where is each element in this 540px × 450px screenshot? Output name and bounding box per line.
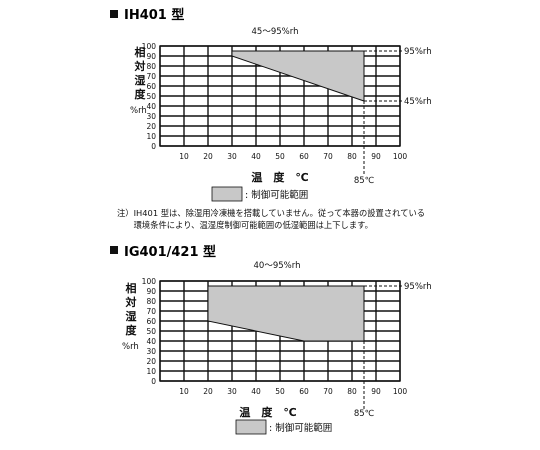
y-tick-label: 10 (146, 367, 156, 376)
y-axis-label-char: 湿 (135, 73, 146, 87)
legend-label: : 制御可能範囲 (245, 189, 308, 201)
annotation-label: 95%rh (404, 47, 432, 57)
section-marker-icon (110, 246, 118, 254)
y-tick-label: 70 (146, 307, 156, 316)
x-tick-label: 80 (347, 152, 357, 161)
chart-title: IG401/421 型 (124, 244, 216, 260)
y-tick-label: 80 (146, 297, 156, 306)
region-polygon (207, 285, 365, 342)
legend-swatch (235, 419, 267, 435)
annotation-label: 95%rh (404, 282, 432, 292)
y-tick-label: 30 (146, 347, 156, 356)
x-tick-label: 100 (393, 152, 408, 161)
y-tick-label: 40 (146, 337, 156, 346)
y-axis-label-char: 対 (134, 59, 146, 73)
y-tick-label: 40 (146, 102, 156, 111)
y-tick-label: 100 (142, 277, 157, 286)
section-marker-icon (110, 10, 118, 18)
range-label: 45～95%rh (252, 27, 299, 37)
annotations: 95%rh 45%rh (363, 47, 432, 174)
y-axis-label-char: 相 (135, 45, 146, 59)
x-tick-label: 70 (323, 152, 333, 161)
x-tick-label: 90 (371, 152, 381, 161)
y-axis-label-char: 度 (126, 323, 138, 337)
x-tick-label: 40 (251, 152, 261, 161)
x-tick-label: 50 (275, 152, 285, 161)
x-tick-labels: 10 20 30 40 50 60 70 80 90 100 (179, 152, 407, 161)
x-tick-label: 10 (179, 152, 189, 161)
y-axis-label: 相対湿度 (125, 281, 138, 337)
plot-border (159, 280, 401, 382)
x-tick-label: 60 (299, 152, 309, 161)
plot-border (159, 45, 401, 147)
y-tick-label: 0 (151, 142, 156, 151)
range-label: 40～95%rh (254, 261, 301, 271)
y-axis-label-char: 対 (125, 295, 137, 309)
y-tick-label: 90 (146, 287, 156, 296)
x-tick-label: 30 (227, 152, 237, 161)
y-tick-label: 30 (146, 112, 156, 121)
y-tick-label: 0 (151, 377, 156, 386)
y-tick-label: 60 (146, 82, 156, 91)
y-tick-label: 20 (146, 122, 156, 131)
y-tick-label: 10 (146, 132, 156, 141)
vline-label: 85℃ (354, 409, 375, 419)
y-axis-label-char: 相 (126, 281, 137, 295)
y-tick-label: 70 (146, 72, 156, 81)
y-tick-label: 90 (146, 52, 156, 61)
annotations: 95%rh (363, 282, 432, 409)
legend-label: : 制御可能範囲 (269, 422, 332, 434)
x-tick-label: 90 (371, 387, 381, 396)
y-tick-label: 50 (146, 92, 156, 101)
y-tick-label: 50 (146, 327, 156, 336)
x-tick-label: 80 (347, 387, 357, 396)
y-axis-label-char: 湿 (126, 309, 137, 323)
y-axis-unit: %rh (130, 106, 147, 116)
y-tick-label: 80 (146, 62, 156, 71)
x-tick-label: 60 (299, 387, 309, 396)
chart-title: IH401 型 (124, 7, 184, 23)
x-axis-label: 温 度 ℃ (251, 170, 308, 184)
chart-ig401-421: IG401/421 型 40～95%rh 10 20 30 40 50 60 70 80 90 1… (110, 244, 432, 435)
x-tick-label: 20 (203, 152, 213, 161)
x-tick-label: 30 (227, 387, 237, 396)
note-line-2: 環境条件により、温湿度制御可能範囲の低湿範囲は上下します。 (117, 220, 373, 230)
x-tick-label: 20 (203, 387, 213, 396)
y-tick-label: 60 (146, 317, 156, 326)
plot-frame (159, 45, 401, 147)
y-axis-label-char: 度 (135, 87, 147, 101)
control-region (207, 285, 365, 342)
x-tick-label: 100 (393, 387, 408, 396)
x-axis-label: 温 度 ℃ (239, 405, 296, 419)
x-tick-label: 40 (251, 387, 261, 396)
chart-ih401: IH401 型 45～95%rh 10 20 30 40 50 60 70 80 90 100 0… (110, 7, 432, 230)
annotation-label: 45%rh (404, 97, 432, 107)
y-tick-label: 100 (142, 42, 157, 51)
y-axis-unit: %rh (122, 342, 139, 352)
plot-frame (159, 280, 401, 382)
note-line-1: 注）IH401 型は、除湿用冷凍機を搭載していません。従って本器の設置されている (117, 208, 425, 218)
vline-label: 85℃ (354, 176, 375, 186)
x-tick-label: 10 (179, 387, 189, 396)
x-tick-labels: 10 20 30 40 50 60 70 80 90 100 (179, 387, 407, 396)
y-axis-label: 相対湿度 (134, 45, 147, 101)
x-tick-label: 50 (275, 387, 285, 396)
legend-swatch (211, 186, 243, 202)
x-tick-label: 70 (323, 387, 333, 396)
y-tick-label: 20 (146, 357, 156, 366)
